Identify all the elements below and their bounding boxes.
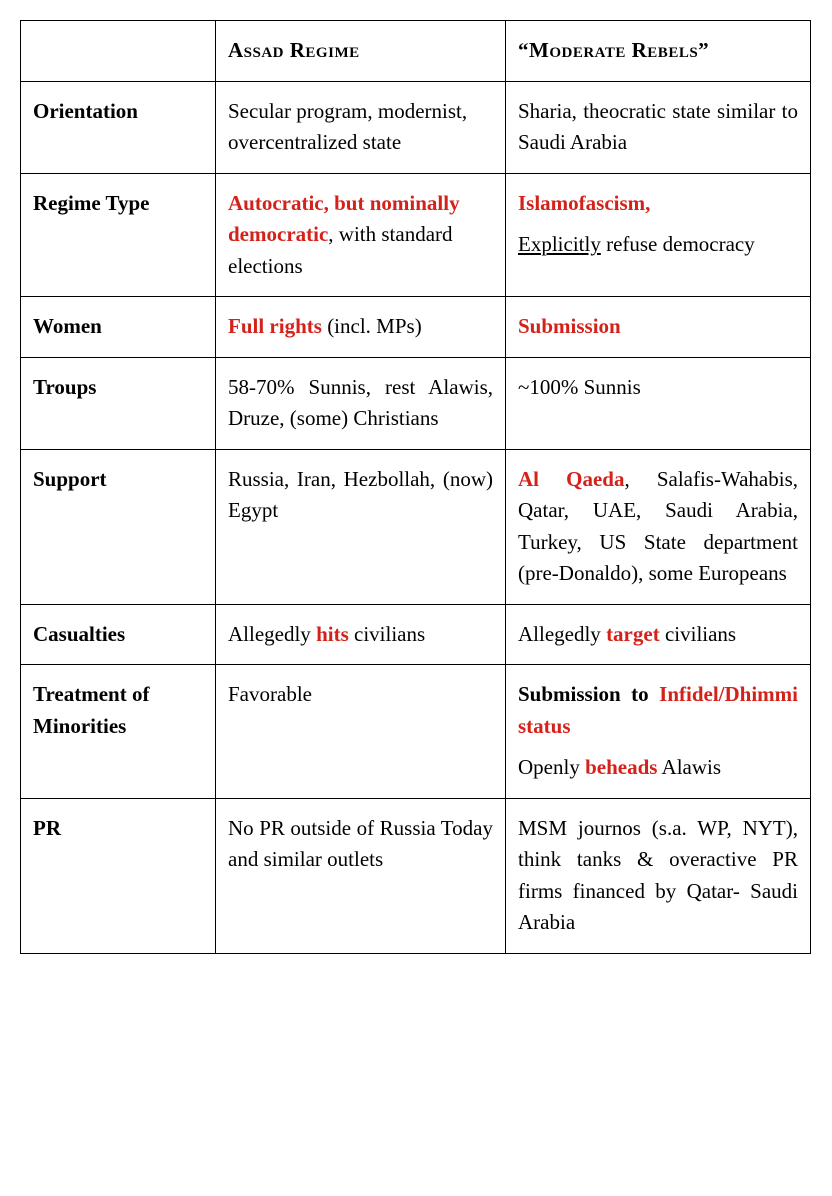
cell-assad-support: Russia, Iran, Hezbollah, (now) Egypt [216,449,506,604]
row-label: Treatment of Minorities [21,665,216,799]
row-women: Women Full rights (incl. MPs) Submission [21,297,811,358]
row-label: Support [21,449,216,604]
row-casualties: Casualties Allegedly hits civilians Alle… [21,604,811,665]
text-plain: (incl. MPs) [322,314,422,338]
cell-assad-regime-type: Autocratic, but nominally democratic, wi… [216,173,506,297]
row-pr: PR No PR outside of Russia Today and sim… [21,798,811,953]
text-plain: civilians [349,622,425,646]
row-label: Regime Type [21,173,216,297]
cell-assad-casualties: Allegedly hits civilians [216,604,506,665]
text-red: Submission [518,314,621,338]
cell-assad-orientation: Secular program, modernist, overcentrali… [216,81,506,173]
cell-rebels-regime-type: Islamofascism, Explicitly refuse democra… [506,173,811,297]
row-orientation: Orientation Secular program, modernist, … [21,81,811,173]
text-red: hits [316,622,349,646]
comparison-table: Assad Regime “Moderate Rebels” Orientati… [20,20,811,954]
table-header-row: Assad Regime “Moderate Rebels” [21,21,811,82]
cell-rebels-casualties: Allegedly target civilians [506,604,811,665]
cell-rebels-pr: MSM journos (s.a. WP, NYT), think tanks … [506,798,811,953]
text-line: Openly beheads Alawis [518,752,798,784]
header-rebels: “Moderate Rebels” [506,21,811,82]
text-red: target [606,622,660,646]
row-regime-type: Regime Type Autocratic, but nominally de… [21,173,811,297]
row-label: Women [21,297,216,358]
text-plain: Alawis [657,755,721,779]
row-support: Support Russia, Iran, Hezbollah, (now) E… [21,449,811,604]
text-line: Submission to Infidel/Dhimmi status [518,679,798,742]
cell-assad-troups: 58-70% Sunnis, rest Alawis, Druze, (some… [216,357,506,449]
row-label: Casualties [21,604,216,665]
text-plain: Allegedly [518,622,606,646]
cell-rebels-minorities: Submission to Infidel/Dhimmi status Open… [506,665,811,799]
text-plain: Allegedly [228,622,316,646]
text-underline: Explicitly [518,232,601,256]
text-bold: Submission to [518,682,659,706]
row-minorities: Treatment of Minorities Favorable Submis… [21,665,811,799]
header-assad: Assad Regime [216,21,506,82]
cell-rebels-women: Submission [506,297,811,358]
text-plain: refuse democracy [601,232,755,256]
cell-assad-pr: No PR outside of Russia Today and simila… [216,798,506,953]
row-troups: Troups 58-70% Sunnis, rest Alawis, Druze… [21,357,811,449]
row-label: PR [21,798,216,953]
cell-rebels-support: Al Qaeda, Salafis-Wahabis, Qatar, UAE, S… [506,449,811,604]
text-red: beheads [585,755,657,779]
text-plain: civilians [660,622,736,646]
text-red: Al Qaeda [518,467,624,491]
text-plain: Openly [518,755,585,779]
cell-assad-minorities: Favorable [216,665,506,799]
row-label: Troups [21,357,216,449]
cell-rebels-orientation: Sharia, theocratic state similar to Saud… [506,81,811,173]
cell-rebels-troups: ~100% Sunnis [506,357,811,449]
row-label: Orientation [21,81,216,173]
text-red: Full rights [228,314,322,338]
text-line: Explicitly refuse democracy [518,229,798,261]
header-blank [21,21,216,82]
text-red: Islamofascism, [518,188,798,220]
cell-assad-women: Full rights (incl. MPs) [216,297,506,358]
